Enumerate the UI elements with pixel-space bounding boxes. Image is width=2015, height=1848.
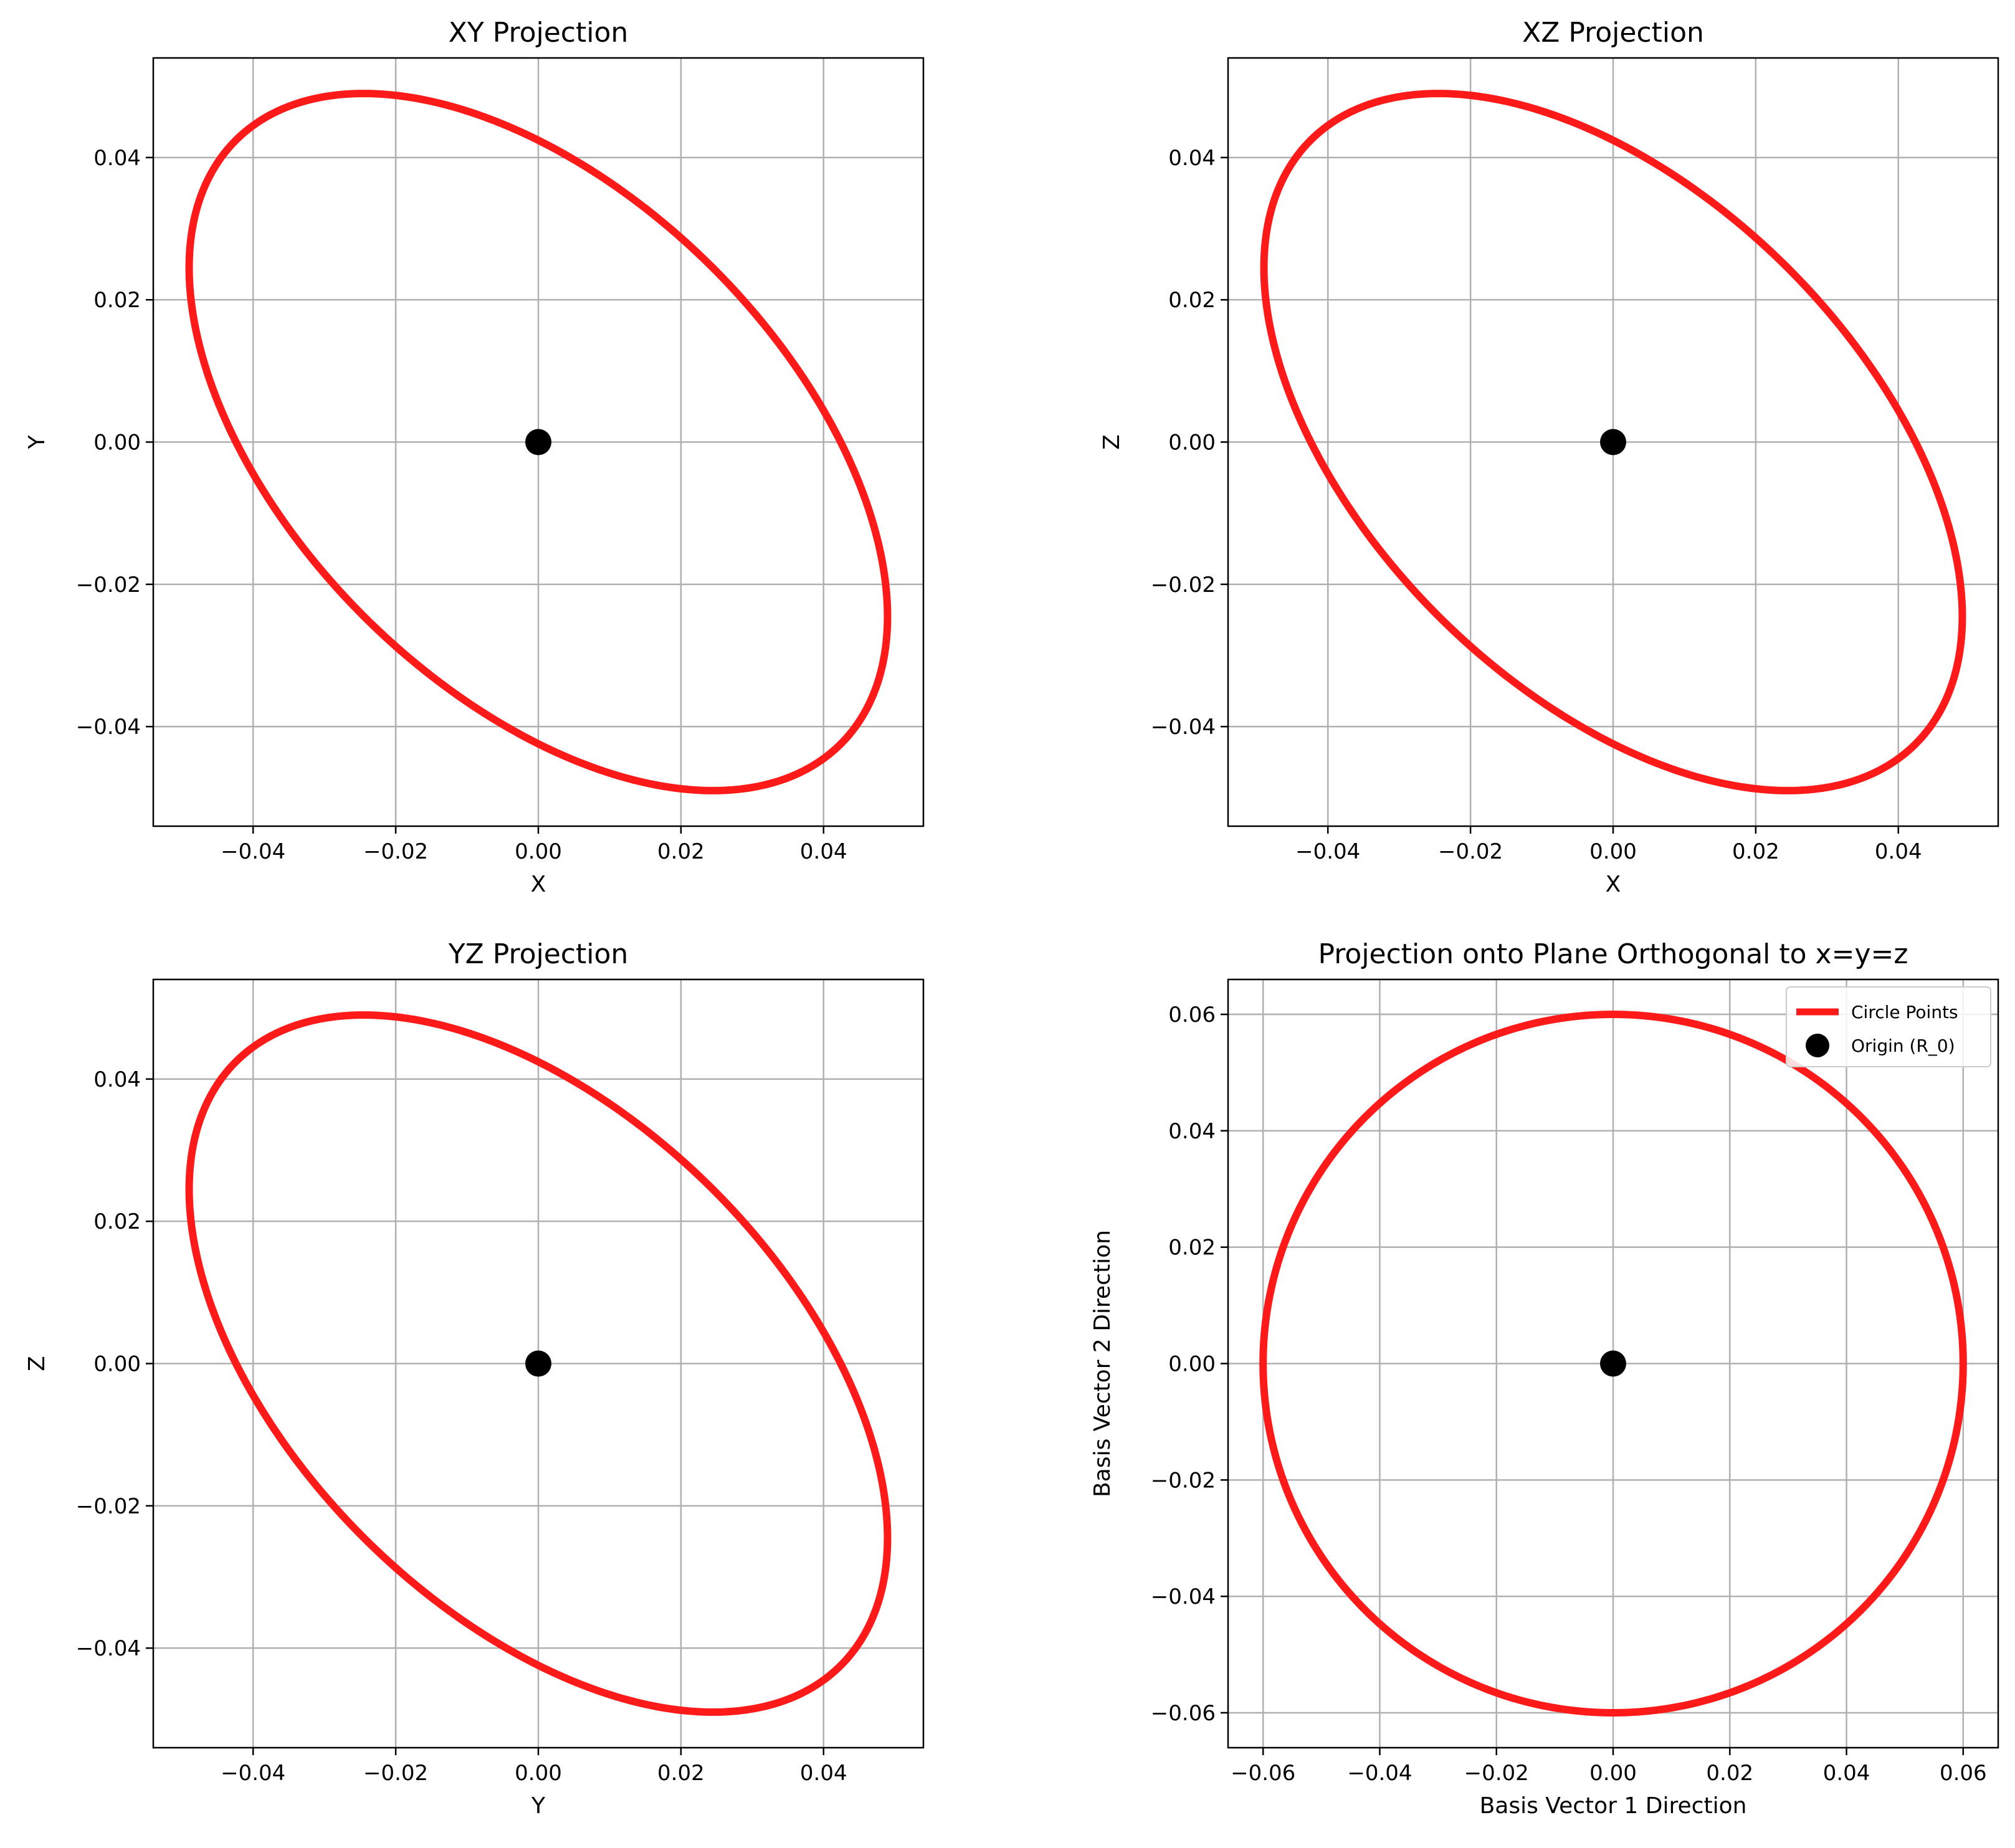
circle-points-series	[1260, 90, 1966, 794]
x-ticks: −0.06 −0.04 −0.02 0.00 0.02 0.04 0.06	[1231, 1748, 1987, 1786]
x-tick-label: 0.02	[1732, 839, 1779, 864]
x-tick-label: −0.02	[1438, 839, 1503, 864]
x-tick-label: −0.04	[221, 839, 285, 864]
x-tick-label: −0.02	[1464, 1761, 1529, 1786]
y-tick-label: −0.02	[1151, 1468, 1216, 1493]
chart-title: Projection onto Plane Orthogonal to x=y=…	[1318, 938, 1908, 970]
origin-point	[525, 429, 551, 455]
x-axis-label: X	[1606, 872, 1621, 897]
curve-layer	[185, 1011, 892, 1716]
x-ticks: −0.04 −0.02 0.00 0.02 0.04	[221, 1748, 847, 1786]
y-tick-label: 0.02	[93, 288, 141, 313]
x-ticks: −0.04 −0.02 0.00 0.02 0.04	[1295, 826, 1922, 864]
y-tick-label: 0.02	[1168, 288, 1216, 313]
legend-label-origin: Origin (R_0)	[1851, 1036, 1955, 1056]
y-tick-label: −0.02	[1151, 573, 1216, 598]
x-tick-label: 0.00	[515, 839, 562, 864]
origin-point	[525, 1350, 551, 1377]
panel-orthogonal-plane: −0.06 −0.04 −0.02 0.00 0.02 0.04 0.06 −0.06−0.…	[1090, 938, 1999, 1819]
y-tick-label: 0.06	[1168, 1003, 1216, 1027]
y-ticks: −0.04 −0.02 0.00 0.02 0.04	[76, 146, 153, 740]
curve-layer	[185, 90, 892, 794]
x-tick-label: 0.04	[1823, 1761, 1870, 1786]
y-tick-label: 0.02	[93, 1209, 141, 1234]
y-axis-label: Z	[24, 1356, 50, 1371]
y-ticks: −0.04 −0.02 0.00 0.02 0.04	[1151, 146, 1228, 740]
x-tick-label: 0.02	[1706, 1761, 1753, 1786]
x-tick-label: 0.04	[800, 839, 847, 864]
panel-xz: −0.04 −0.02 0.00 0.02 0.04 −0.04 −0.02 0.00 0.0…	[1099, 17, 1999, 897]
x-tick-label: 0.04	[800, 1761, 847, 1786]
legend-swatch-origin	[1806, 1034, 1829, 1057]
panel-xy: −0.04 −0.02 0.00 0.02 0.04 −0.04 −0.02 0.00 0.0…	[24, 17, 925, 897]
y-ticks: −0.06 −0.04 −0.02 0.00 0.02 0.04 0.06	[1151, 1003, 1228, 1726]
legend-label-circle-points: Circle Points	[1851, 1002, 1958, 1022]
x-tick-label: 0.02	[657, 1761, 705, 1786]
x-tick-label: −0.02	[363, 839, 428, 864]
x-tick-label: −0.04	[1347, 1761, 1412, 1786]
circle-points-series	[185, 90, 892, 794]
x-tick-label: 0.00	[1589, 1761, 1637, 1786]
y-axis-label: Z	[1099, 434, 1125, 450]
x-tick-label: 0.02	[657, 839, 705, 864]
x-ticks: −0.04 −0.02 0.00 0.02 0.04	[221, 826, 847, 864]
x-tick-label: 0.04	[1875, 839, 1922, 864]
y-tick-label: −0.02	[76, 1494, 141, 1519]
origin-point	[1600, 429, 1626, 455]
x-tick-label: −0.04	[1295, 839, 1360, 864]
y-tick-label: 0.02	[1168, 1236, 1216, 1260]
y-tick-label: 0.04	[1168, 146, 1216, 171]
panel-yz: −0.04 −0.02 0.00 0.02 0.04 −0.04 −0.02 0.00 0.0…	[24, 938, 925, 1819]
y-tick-label: −0.04	[76, 1636, 141, 1661]
legend-box	[1786, 986, 1991, 1067]
x-tick-label: −0.04	[221, 1761, 285, 1786]
y-tick-label: 0.00	[1168, 1352, 1216, 1377]
x-tick-label: 0.00	[1589, 839, 1637, 864]
curve-layer	[1260, 90, 1966, 794]
y-tick-label: 0.00	[93, 431, 141, 455]
y-tick-label: −0.04	[1151, 715, 1216, 740]
circle-points-series	[185, 1011, 892, 1716]
y-tick-label: −0.02	[76, 573, 141, 598]
origin-point	[1600, 1350, 1626, 1377]
y-tick-label: 0.00	[93, 1352, 141, 1377]
y-tick-label: 0.04	[93, 146, 141, 171]
x-axis-label: Basis Vector 1 Direction	[1480, 1793, 1747, 1819]
y-axis-label: Y	[24, 435, 50, 450]
y-tick-label: 0.00	[1168, 431, 1216, 455]
x-tick-label: 0.00	[515, 1761, 562, 1786]
x-axis-label: Y	[531, 1793, 546, 1819]
chart-title: XY Projection	[449, 17, 629, 49]
y-tick-label: 0.04	[1168, 1119, 1216, 1144]
x-axis-label: X	[531, 872, 546, 897]
x-tick-label: −0.06	[1231, 1761, 1295, 1786]
y-tick-label: 0.04	[93, 1067, 141, 1092]
y-axis-label: Basis Vector 2 Direction	[1090, 1230, 1115, 1497]
chart-title: XZ Projection	[1522, 17, 1704, 49]
y-tick-label: −0.04	[76, 715, 141, 740]
y-tick-label: −0.04	[1151, 1584, 1216, 1609]
x-tick-label: −0.02	[363, 1761, 428, 1786]
y-ticks: −0.04 −0.02 0.00 0.02 0.04	[76, 1067, 153, 1661]
y-tick-label: −0.06	[1151, 1701, 1216, 1726]
chart-title: YZ Projection	[448, 938, 629, 970]
x-tick-label: 0.06	[1940, 1761, 1987, 1786]
grid-lines	[153, 58, 923, 826]
legend: Circle Points Origin (R_0)	[1786, 986, 1991, 1067]
